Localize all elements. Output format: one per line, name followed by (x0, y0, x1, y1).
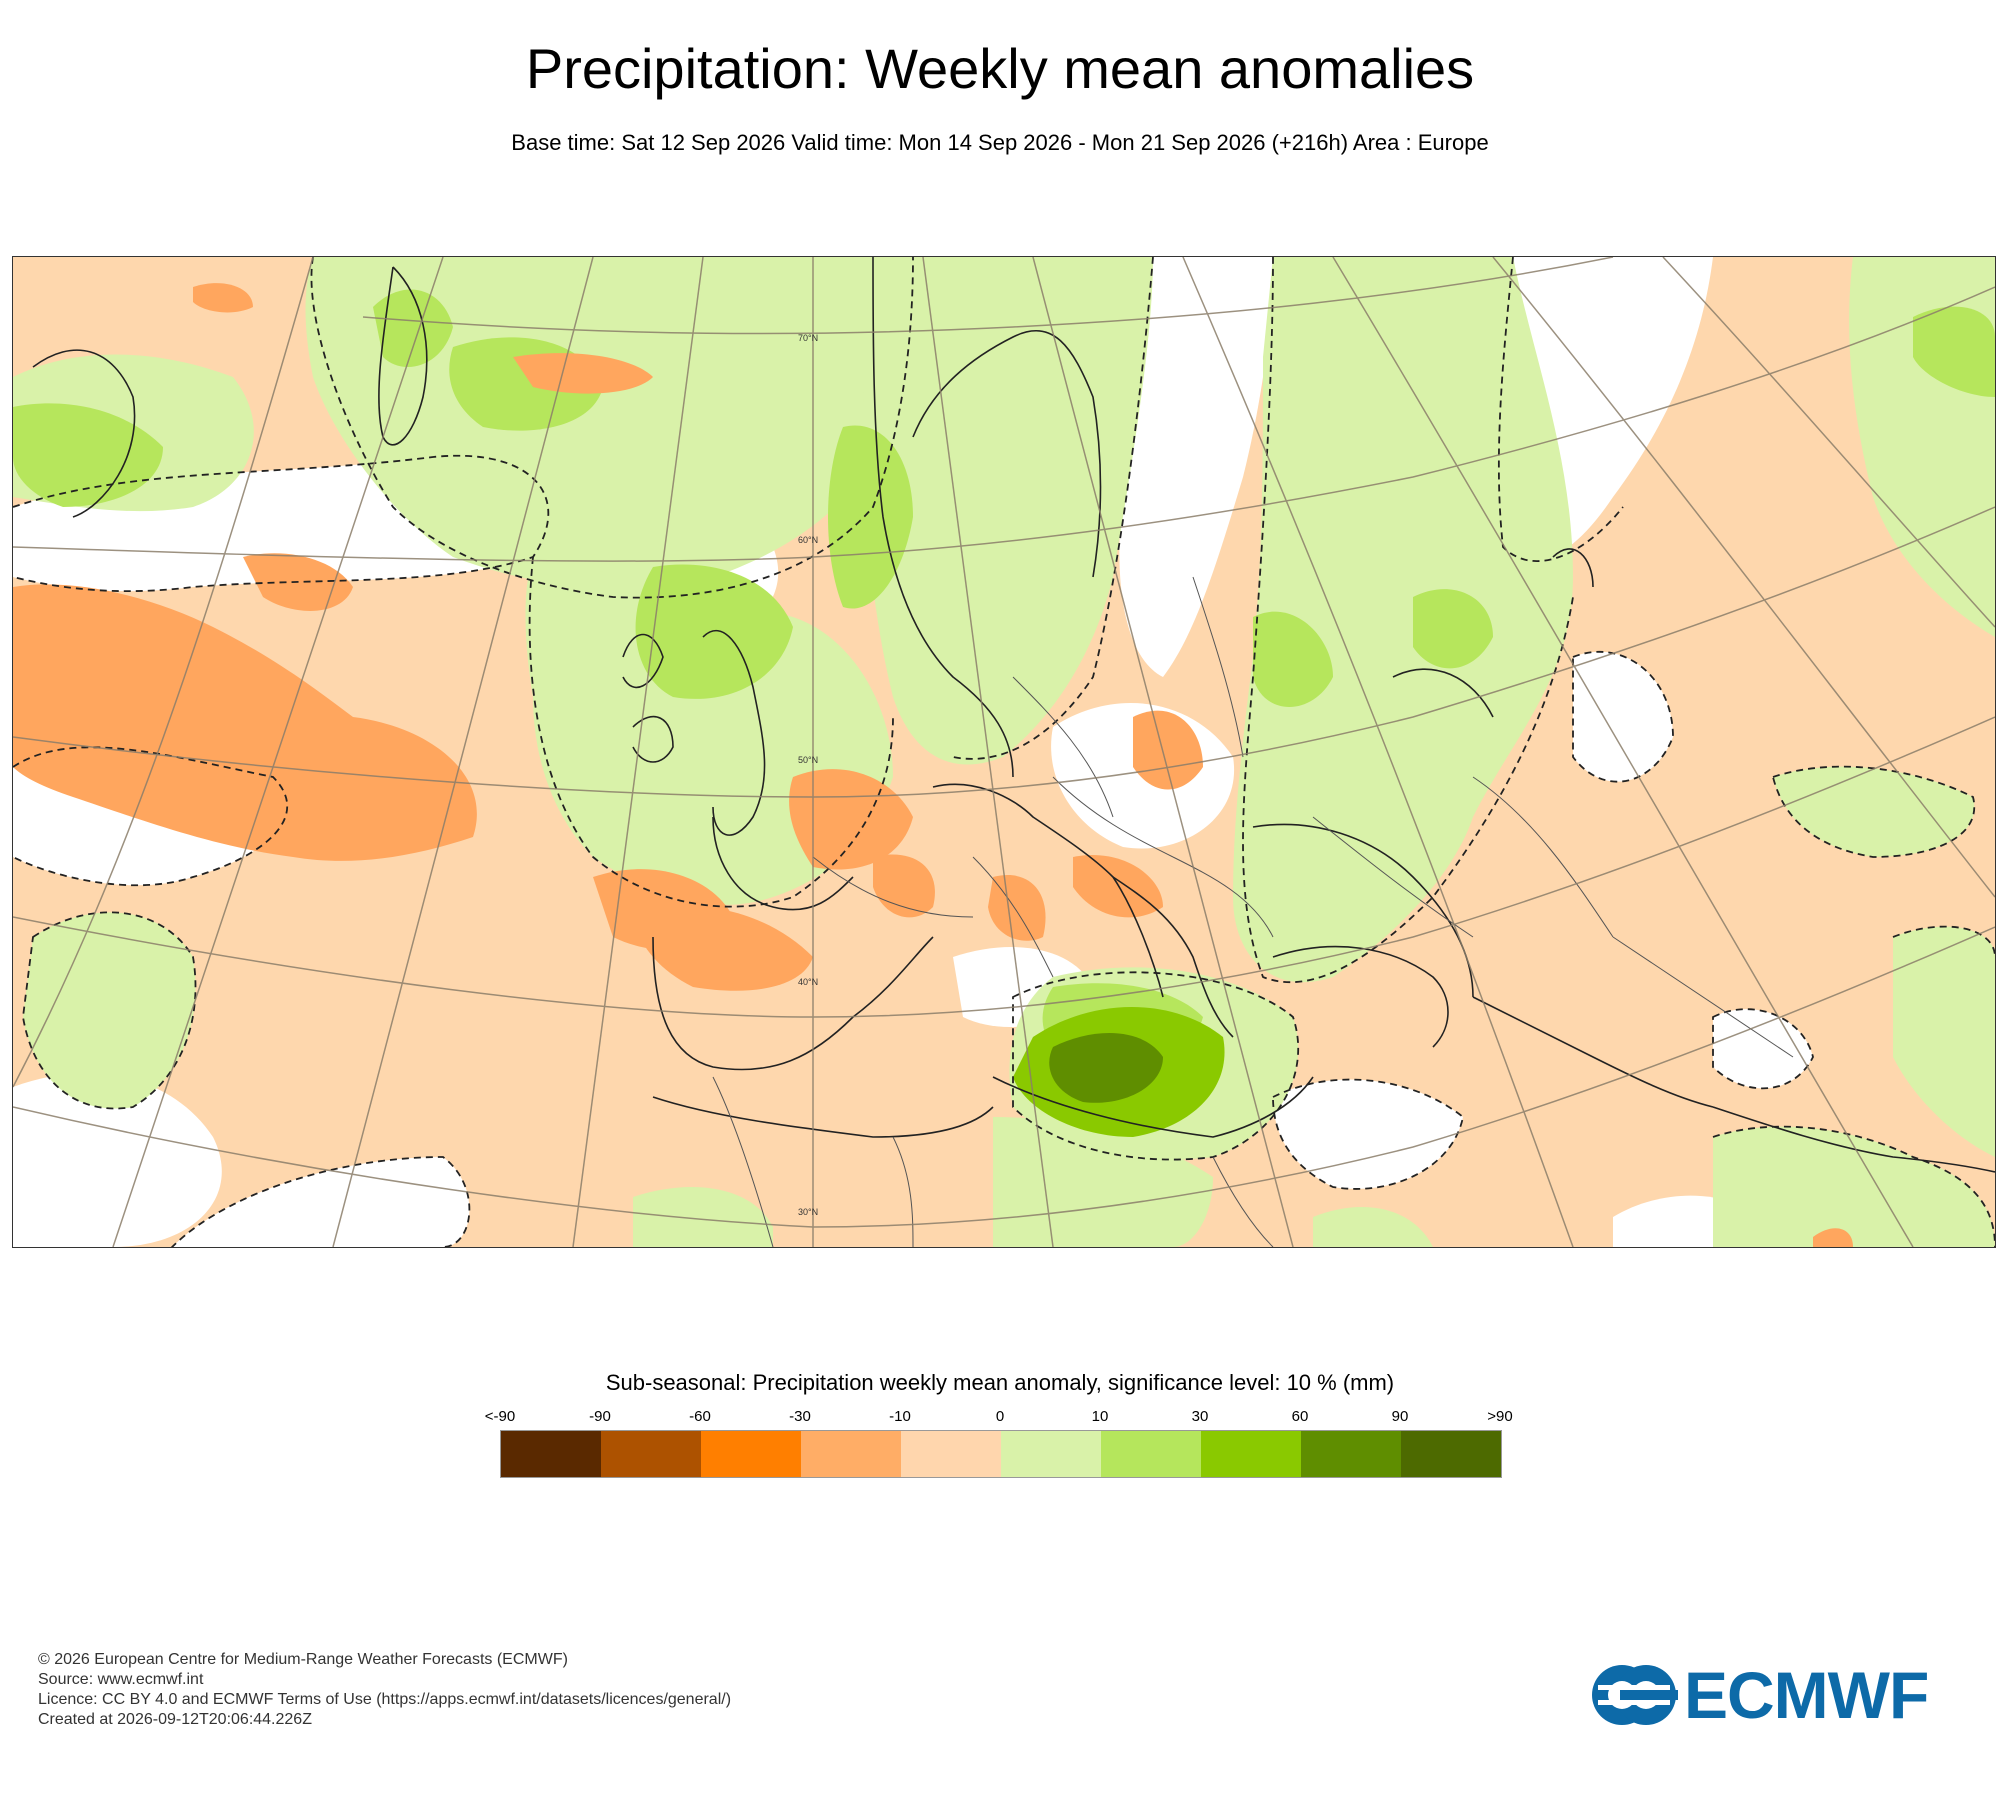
footer-created: Created at 2026-09-12T20:06:44.226Z (38, 1711, 312, 1728)
ecmwf-logo-icon (1592, 1665, 1678, 1725)
footer-copyright: © 2026 European Centre for Medium-Range … (38, 1651, 568, 1668)
legend-swatch (1401, 1431, 1501, 1477)
legend-tick: >90 (1487, 1408, 1513, 1425)
dry-areas-strong (13, 283, 1853, 1247)
anomaly-map[interactable]: 70°N 60°N 50°N 40°N 30°N (12, 256, 1996, 1248)
legend-tick: 90 (1391, 1408, 1409, 1425)
legend-swatch (1301, 1431, 1401, 1477)
graticule (13, 257, 1995, 1247)
chart-subtitle: Base time: Sat 12 Sep 2026 Valid time: M… (511, 130, 1489, 155)
lat-label-30n: 30°N (798, 1207, 818, 1217)
legend-swatch (801, 1431, 901, 1477)
legend-swatch (501, 1431, 601, 1477)
legend-title: Sub-seasonal: Precipitation weekly mean … (605, 1370, 1395, 1395)
ecmwf-logo-text: ECMWF (1684, 1658, 1929, 1732)
footer-source: Source: www.ecmwf.int (38, 1671, 204, 1688)
legend-tick: 60 (1291, 1408, 1309, 1425)
legend-tick: -10 (889, 1408, 911, 1425)
legend-tick: <-90 (484, 1408, 516, 1425)
country-borders (712, 576, 1794, 1247)
legend-ticks: <-90 -90 -60 -30 -10 0 10 30 60 90 >90 (0, 1408, 2000, 1428)
significance-contours (13, 257, 1995, 1247)
footer-credits: © 2026 European Centre for Medium-Range … (38, 1650, 731, 1730)
lat-label-40n: 40°N (798, 977, 818, 987)
latitude-labels: 70°N 60°N 50°N 40°N 30°N (798, 333, 818, 1217)
lat-label-60n: 60°N (798, 535, 818, 545)
legend-tick: 30 (1191, 1408, 1209, 1425)
legend-colorbar (500, 1430, 1502, 1478)
legend-tick: -30 (789, 1408, 811, 1425)
legend-swatch (901, 1431, 1001, 1477)
legend-tick: -90 (589, 1408, 611, 1425)
footer-licence: Licence: CC BY 4.0 and ECMWF Terms of Us… (38, 1691, 732, 1708)
legend-swatch (1101, 1431, 1201, 1477)
wet-areas-light (13, 257, 1995, 1247)
legend-tick: 0 (995, 1408, 1005, 1425)
legend-tick: 10 (1091, 1408, 1109, 1425)
legend-swatch (601, 1431, 701, 1477)
chart-title: Precipitation: Weekly mean anomalies (525, 37, 1475, 100)
coastlines (32, 257, 1995, 1173)
ecmwf-logo: ECMWF (1590, 1655, 1970, 1735)
legend-tick: -60 (689, 1408, 711, 1425)
lat-label-70n: 70°N (798, 333, 818, 343)
legend-swatch (701, 1431, 801, 1477)
wet-core-inner (1049, 1033, 1163, 1103)
legend-swatch (1001, 1431, 1101, 1477)
legend-swatch (1201, 1431, 1301, 1477)
lat-label-50n: 50°N (798, 755, 818, 765)
